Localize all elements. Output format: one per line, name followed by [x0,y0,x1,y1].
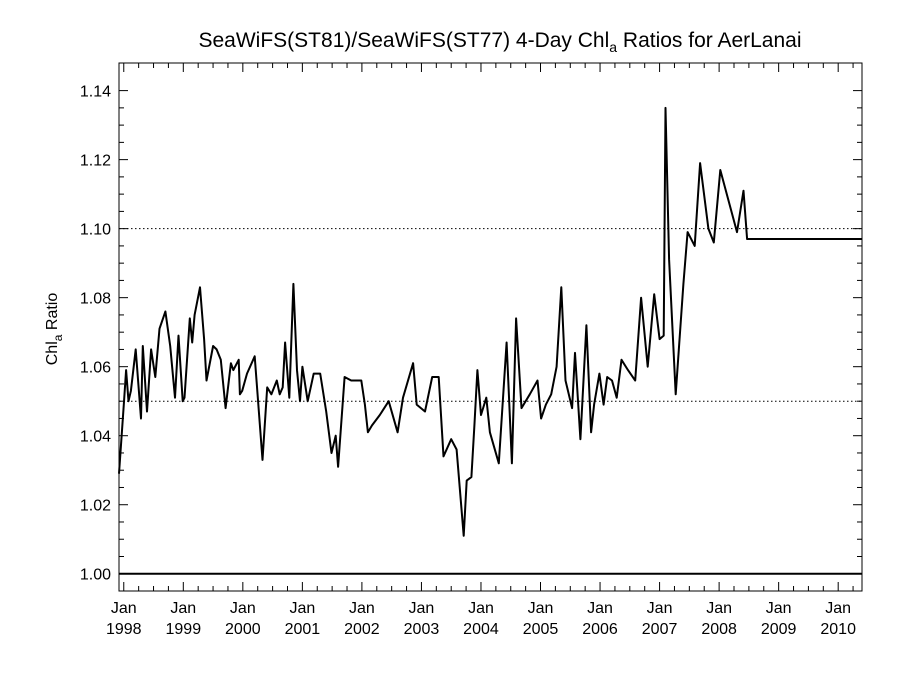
y-tick-label: 1.02 [80,498,111,515]
chart-title-prefix: SeaWiFS(ST81)/SeaWiFS(ST77) 4-Day Chl [199,29,610,52]
x-tick-label-month: Jan [111,600,137,617]
chart-title-suffix: Ratios for AerLanai [617,29,801,52]
x-axis: Jan 1998 Jan 1999 Jan 2000 Jan 2001 Jan 2002 Jan 20… [106,63,856,638]
y-tick-label: 1.12 [80,153,111,170]
x-tick-label-month: Jan [587,600,613,617]
plot-frame [118,62,863,592]
series-line [118,106,862,537]
y-tick-label: 1.04 [80,429,111,446]
x-tick-label-month: Jan [289,600,315,617]
chart-title-subscript: a [609,39,617,55]
x-tick-label-year: 2005 [523,621,559,638]
reference-lines [119,228,862,575]
x-tick-label-year: 2004 [463,621,499,638]
x-tick-label-month: Jan [409,600,435,617]
x-tick-label-year: 2001 [285,621,321,638]
plot-area: 1.00 1.02 1.04 1.06 1.08 1.10 1.12 1.14 Jan 1998… [80,62,863,638]
x-tick-label-year: 2009 [761,621,797,638]
x-tick-label-year: 2010 [820,621,856,638]
y-tick-label: 1.08 [80,291,111,308]
chart-title: SeaWiFS(ST81)/SeaWiFS(ST77) 4-Day Chla R… [199,29,802,55]
x-tick-label-year: 2002 [344,621,380,638]
y-axis-label: Chla Ratio [44,293,65,366]
x-tick-label-month: Jan [766,600,792,617]
y-axis-label-subscript: a [51,334,65,341]
x-tick-label-year: 2008 [701,621,737,638]
x-tick-label-month: Jan [528,600,554,617]
x-tick-label-month: Jan [170,600,196,617]
y-tick-label: 1.06 [80,360,111,377]
x-tick-label-month: Jan [825,600,851,617]
x-tick-label-year: 1999 [166,621,202,638]
x-tick-label-month: Jan [647,600,673,617]
y-axis: 1.00 1.02 1.04 1.06 1.08 1.10 1.12 1.14 [80,84,862,584]
x-tick-label-year: 2007 [642,621,678,638]
x-tick-label-month: Jan [706,600,732,617]
x-tick-label-year: 2003 [404,621,440,638]
y-axis-label-suffix: Ratio [44,293,61,335]
y-tick-label: 1.00 [80,567,111,584]
y-tick-label: 1.10 [80,222,111,239]
x-tick-label-month: Jan [349,600,375,617]
x-tick-label-month: Jan [230,600,256,617]
x-tick-label-year: 2000 [225,621,261,638]
x-tick-label-month: Jan [468,600,494,617]
x-tick-label-year: 2006 [582,621,618,638]
y-tick-label: 1.14 [80,84,111,101]
x-tick-label-year: 1998 [106,621,142,638]
y-axis-label-prefix: Chl [44,341,61,365]
